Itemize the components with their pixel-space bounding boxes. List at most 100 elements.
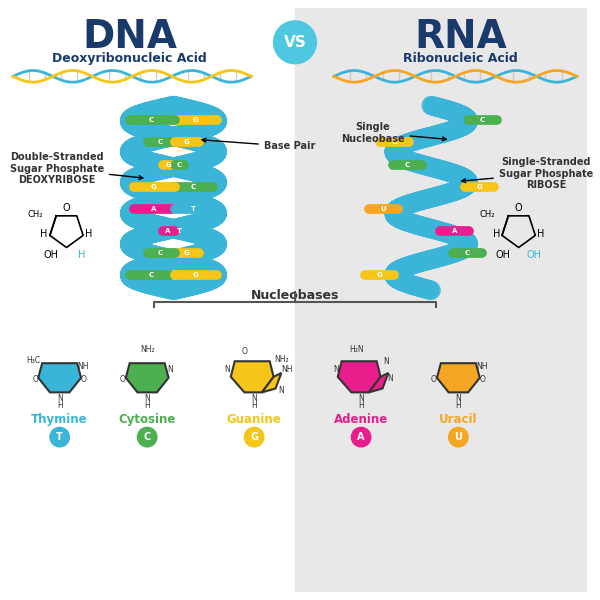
Text: H: H [145, 401, 150, 410]
Bar [295, 8, 587, 592]
Text: G: G [151, 184, 157, 190]
Text: Base Pair: Base Pair [202, 138, 315, 151]
Text: Adenine: Adenine [334, 413, 388, 426]
Text: N: N [388, 374, 393, 383]
Text: T: T [56, 432, 63, 442]
Text: Thymine: Thymine [31, 413, 88, 426]
Text: G: G [193, 118, 198, 124]
Text: C: C [405, 161, 410, 167]
Text: G: G [392, 139, 398, 145]
Circle shape [449, 427, 468, 447]
Text: NH: NH [476, 362, 487, 371]
Polygon shape [231, 361, 274, 392]
Text: VS: VS [284, 35, 307, 50]
Polygon shape [369, 373, 388, 392]
Text: NH₂: NH₂ [274, 355, 289, 364]
Text: O: O [62, 203, 70, 212]
Text: G: G [184, 139, 189, 145]
Text: C: C [176, 161, 181, 167]
Text: O: O [480, 375, 485, 384]
Text: Ribonucleic Acid: Ribonucleic Acid [403, 52, 518, 65]
Text: T: T [191, 206, 196, 212]
Text: H₂N: H₂N [349, 345, 364, 354]
Text: A: A [151, 206, 157, 212]
Text: H: H [538, 229, 545, 239]
Text: A: A [358, 432, 365, 442]
Text: O: O [241, 347, 247, 356]
Text: U: U [454, 432, 462, 442]
Text: NH: NH [281, 365, 293, 374]
Polygon shape [126, 363, 169, 392]
Text: CH₂: CH₂ [480, 210, 495, 219]
Polygon shape [262, 373, 281, 392]
Text: Uracil: Uracil [439, 413, 478, 426]
Text: OH: OH [527, 250, 542, 260]
Text: O: O [32, 375, 38, 384]
Text: O: O [431, 375, 437, 384]
Text: H₃C: H₃C [26, 356, 40, 365]
Text: C: C [149, 118, 154, 124]
Text: C: C [465, 250, 470, 256]
Text: H: H [493, 229, 500, 239]
Text: N: N [251, 394, 257, 403]
Circle shape [244, 427, 264, 447]
Text: C: C [158, 139, 163, 145]
Text: OH: OH [496, 250, 511, 260]
Text: H: H [85, 229, 92, 239]
Text: G: G [184, 250, 189, 256]
Polygon shape [437, 363, 480, 392]
Text: DNA: DNA [82, 19, 177, 56]
Text: C: C [149, 272, 154, 278]
Text: Single
Nucleobase: Single Nucleobase [341, 122, 446, 143]
Text: N: N [278, 386, 284, 395]
Text: T: T [176, 228, 181, 234]
Text: Nucleobases: Nucleobases [251, 289, 339, 302]
Text: C: C [158, 250, 163, 256]
Text: Single-Stranded
Sugar Phosphate
RIBOSE: Single-Stranded Sugar Phosphate RIBOSE [462, 157, 593, 190]
Text: A: A [166, 228, 170, 234]
Text: OH: OH [43, 250, 58, 260]
Text: RNA: RNA [414, 19, 506, 56]
Text: CH₂: CH₂ [28, 210, 43, 219]
Text: H: H [455, 401, 461, 410]
Text: NH: NH [77, 362, 89, 371]
Text: Cytosine: Cytosine [119, 413, 176, 426]
Text: N: N [224, 365, 230, 374]
Text: N: N [358, 394, 364, 403]
Text: G: G [377, 272, 383, 278]
Polygon shape [338, 361, 380, 392]
Text: C: C [480, 118, 485, 124]
Text: N: N [167, 365, 173, 374]
Polygon shape [38, 363, 81, 392]
Text: C: C [191, 184, 196, 190]
Text: U: U [380, 206, 386, 212]
Text: Deoxyribonucleic Acid: Deoxyribonucleic Acid [52, 52, 207, 65]
Text: O: O [120, 375, 126, 384]
Text: N: N [455, 394, 461, 403]
Text: G: G [250, 432, 258, 442]
Text: H: H [251, 401, 257, 410]
Text: H: H [40, 229, 48, 239]
Text: G: G [165, 161, 171, 167]
Text: A: A [452, 228, 458, 234]
Text: N: N [383, 357, 389, 366]
Text: N: N [57, 394, 62, 403]
Text: Double-Stranded
Sugar Phosphate
DEOXYRIBOSE: Double-Stranded Sugar Phosphate DEOXYRIB… [10, 152, 143, 185]
Circle shape [352, 427, 371, 447]
Text: H: H [79, 250, 86, 260]
Text: NH₂: NH₂ [140, 345, 155, 354]
Text: N: N [145, 394, 150, 403]
Text: O: O [515, 203, 523, 212]
Text: C: C [143, 432, 151, 442]
Text: N: N [333, 365, 339, 374]
Text: Guanine: Guanine [227, 413, 281, 426]
Text: G: G [193, 272, 198, 278]
Text: H: H [358, 401, 364, 410]
Text: H: H [57, 401, 62, 410]
Text: G: G [476, 184, 482, 190]
Circle shape [274, 21, 316, 64]
Circle shape [50, 427, 70, 447]
Text: O: O [81, 375, 87, 384]
Circle shape [137, 427, 157, 447]
Bar [3, 8, 295, 592]
